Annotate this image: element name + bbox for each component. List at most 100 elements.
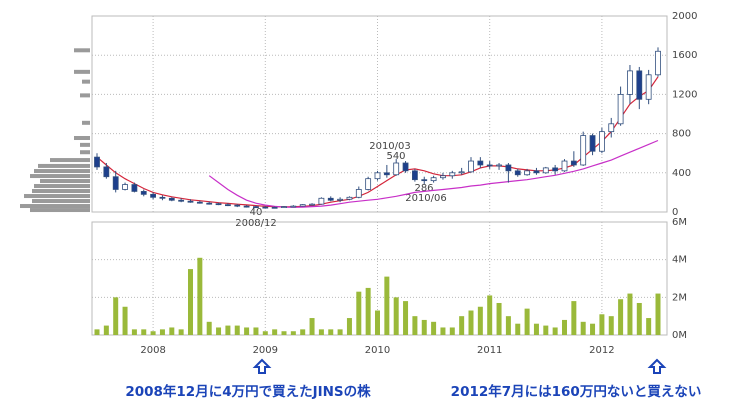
candle-body	[299, 204, 306, 207]
profile-bar	[24, 194, 90, 199]
candle-body	[178, 199, 185, 202]
profile-bar	[40, 179, 90, 184]
x-tick-label: 2009	[253, 345, 278, 356]
profile-bar	[32, 199, 90, 204]
y-tick-label: 2000	[672, 11, 697, 22]
candle-body	[402, 162, 409, 172]
x-tick-label: 2012	[589, 345, 614, 356]
candle-body	[645, 74, 652, 100]
annotation: 286	[414, 183, 433, 194]
volume-bar	[580, 321, 586, 335]
profile-bar	[74, 69, 90, 74]
profile-bar	[80, 93, 90, 98]
y-tick-label: 1200	[672, 89, 697, 100]
x-tick-label: 2011	[477, 345, 502, 356]
annotation: 40	[250, 207, 263, 218]
profile-bar	[30, 208, 90, 213]
volume-bar	[487, 295, 493, 335]
candle-body	[337, 198, 344, 201]
volume-bar	[515, 323, 521, 335]
profile-bar	[34, 184, 90, 189]
y-tick-label: 800	[672, 129, 691, 140]
price-panel	[91, 15, 668, 213]
candle-body	[243, 205, 250, 208]
candle-body	[468, 160, 474, 173]
volume-bar	[290, 331, 296, 335]
y-tick-label: 2M	[672, 292, 687, 303]
volume-bar	[365, 287, 371, 335]
candle-body	[627, 70, 633, 95]
candle-body	[112, 176, 119, 190]
volume-bar	[468, 310, 474, 335]
candle-body	[122, 184, 128, 190]
volume-bar	[328, 329, 334, 335]
candle-body	[552, 167, 559, 172]
profile-bar	[34, 169, 90, 174]
candle-body	[374, 172, 381, 180]
volume-bar	[393, 297, 399, 335]
volume-bar	[356, 291, 362, 335]
candle-body	[94, 156, 100, 168]
candle-body	[355, 189, 362, 198]
volume-bar	[346, 318, 352, 335]
volume-bar	[375, 310, 380, 335]
candle-body	[524, 170, 530, 176]
candle-body	[271, 206, 278, 209]
candle-body	[608, 123, 615, 133]
volume-bar	[113, 297, 119, 335]
volume-bar	[571, 301, 577, 335]
candle-body	[477, 160, 484, 166]
volume-bar	[337, 329, 343, 335]
volume-bar	[141, 329, 147, 335]
volume-bar	[262, 331, 268, 335]
volume-bar	[253, 327, 259, 335]
y-tick-label: 1600	[672, 50, 697, 61]
profile-bar	[74, 136, 90, 141]
annotation: 2010/06	[405, 193, 447, 204]
volume-bar	[524, 308, 530, 335]
volume-bar	[206, 321, 212, 335]
volume-bar	[505, 316, 511, 335]
volume-bar	[599, 314, 605, 335]
candle-body	[655, 50, 661, 76]
profile-bar	[74, 48, 90, 53]
profile-bar	[38, 163, 90, 168]
profile-bar	[82, 79, 90, 84]
candle-body	[206, 202, 213, 205]
volume-bar	[150, 331, 156, 335]
candle-body	[411, 170, 418, 181]
volume-bar	[197, 257, 203, 335]
volume-bar	[421, 319, 427, 335]
candle-body	[514, 170, 521, 176]
volume-bar	[122, 306, 128, 335]
volume-bar	[272, 329, 278, 335]
arrow-up	[252, 358, 272, 374]
caption: 2012年7月には160万円ないと買えない	[451, 383, 702, 400]
caption: 2008年12月に4万円で買えたJINSの株	[125, 383, 371, 400]
profile-bar	[32, 189, 90, 194]
candle-body	[309, 203, 315, 206]
candle-body	[262, 206, 269, 209]
volume-bar	[300, 329, 306, 335]
volume-bar	[384, 276, 390, 335]
x-tick-label: 2010	[365, 345, 390, 356]
y-tick-label: 0M	[672, 330, 687, 341]
volume-bar	[608, 316, 614, 335]
volume-bar	[533, 323, 539, 335]
candle-body	[486, 164, 493, 167]
volume-bar	[618, 299, 624, 335]
candle-body	[365, 178, 372, 190]
volume-bar	[590, 323, 596, 335]
volume-bar	[318, 329, 324, 335]
candle-body	[327, 197, 334, 201]
volume-bar	[188, 269, 193, 335]
candle-body	[318, 197, 325, 205]
annotation: 2010/03	[369, 141, 411, 152]
candle-body	[440, 175, 446, 179]
candle-body	[393, 162, 400, 176]
volume-bar	[627, 293, 633, 335]
y-tick-label: 400	[672, 168, 691, 179]
volume-bar	[636, 302, 642, 335]
candle-body	[599, 131, 605, 152]
volume-bar	[216, 327, 222, 335]
